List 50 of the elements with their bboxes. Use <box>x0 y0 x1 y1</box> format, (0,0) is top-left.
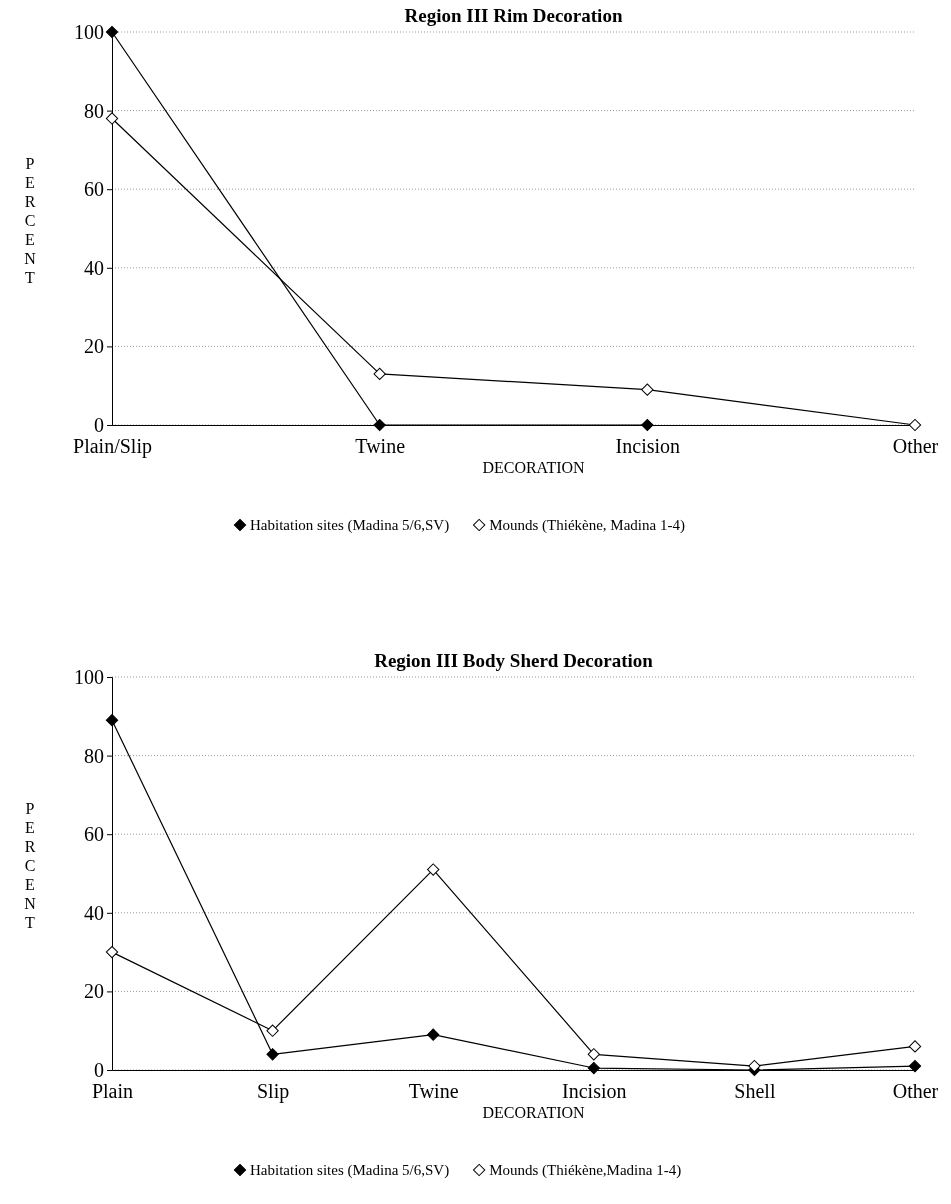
point <box>641 418 654 432</box>
y-tick-label: 100 <box>74 20 104 43</box>
x-tick-label: Shell <box>734 1080 776 1103</box>
chart-title: Region III Body Sherd Decoration <box>374 650 654 671</box>
x-tick-label: Other <box>892 435 939 458</box>
y-tick-label: 20 <box>84 335 104 358</box>
y-tick-label: 80 <box>84 744 104 767</box>
y-tick-label: 80 <box>84 99 104 122</box>
y-axis-title: PERCENT <box>24 154 37 286</box>
legend-label: Habitation sites (Madina 5/6,SV) <box>250 1162 450 1179</box>
point <box>908 1040 922 1053</box>
point <box>105 714 119 727</box>
point <box>641 383 654 396</box>
point <box>748 1059 761 1073</box>
y-tick-label: 100 <box>74 665 104 688</box>
legend-label: Habitation sites (Madina 5/6,SV) <box>250 517 450 534</box>
point <box>373 367 386 381</box>
y-tick-label: 60 <box>84 823 104 846</box>
legend-label: Mounds (Thiékène,Madina 1-4) <box>489 1162 682 1179</box>
y-tick-label: 20 <box>84 980 104 1003</box>
chart-title: Region III Rim Decoration <box>404 5 623 26</box>
y-axis-title: PERCENT <box>24 799 37 931</box>
point <box>908 1059 922 1073</box>
point <box>266 1024 279 1037</box>
y-tick-label: 0 <box>94 413 104 436</box>
point <box>266 1048 279 1061</box>
x-tick-label: Twine <box>355 435 406 458</box>
point <box>908 418 922 432</box>
x-tick-label: Other <box>892 1080 939 1103</box>
point <box>105 945 119 959</box>
y-tick-label: 40 <box>84 256 104 279</box>
x-tick-label: Slip <box>256 1080 290 1104</box>
point <box>587 1061 600 1075</box>
point <box>373 418 386 432</box>
point <box>105 25 119 39</box>
x-axis-title: DECORATION <box>482 1104 586 1121</box>
point <box>105 112 119 125</box>
x-tick-label: Incision <box>562 1080 627 1103</box>
x-axis-title: DECORATION <box>482 459 586 476</box>
point <box>587 1048 600 1061</box>
y-tick-label: 0 <box>94 1058 104 1081</box>
x-tick-label: Twine <box>408 1080 459 1103</box>
y-tick-label: 40 <box>84 901 104 924</box>
point <box>427 1028 440 1041</box>
y-tick-label: 60 <box>84 178 104 201</box>
x-tick-label: Plain <box>91 1080 134 1103</box>
x-tick-label: Plain/Slip <box>73 435 152 459</box>
point <box>427 863 440 876</box>
legend-label: Mounds (Thiékène, Madina 1-4) <box>489 517 685 534</box>
x-tick-label: Incision <box>615 435 681 458</box>
